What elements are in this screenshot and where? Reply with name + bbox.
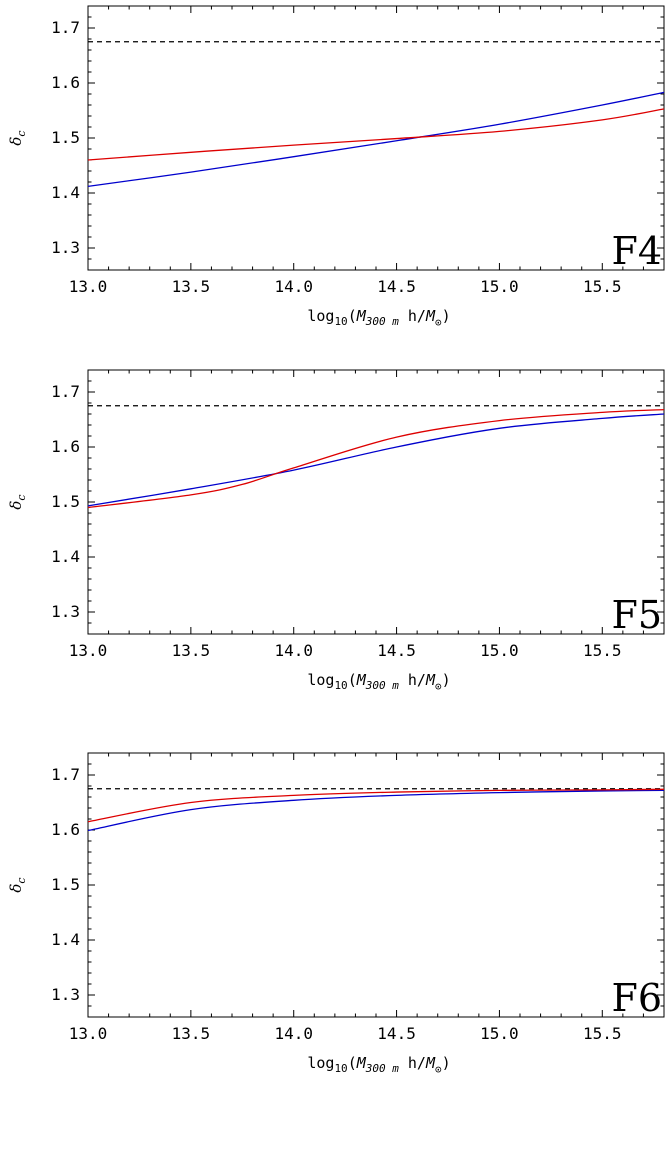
series-line-2 [87,408,665,509]
x-tick-label: 14.0 [274,641,313,660]
y-axis-label-sub: c [15,130,28,136]
x-tick-label: 15.5 [583,1024,622,1043]
plot-frame [87,5,665,271]
x-tick-label: 13.5 [172,641,211,660]
x-tick-label: 14.5 [377,641,416,660]
y-tick-label: 1.3 [51,602,80,621]
chart-panel-1: 13.0 13.5 14.0 14.5 15.0 15.5 1.3 1.4 1.5 1.6 1.7 F… [7,5,665,329]
panel-tag: F6 [611,976,662,1020]
y-axis-label-main: δ [7,884,25,893]
x-label-sub-base: 10 [334,315,347,328]
y-axis-label: δc [7,494,28,509]
y-tick-label: 1.5 [51,492,80,511]
y-axis-label-sub: c [15,494,28,500]
x-tick-label: 15.5 [583,641,622,660]
x-axis-label: log10(M300 m h/M⊙) [307,307,450,329]
series-line-2 [87,788,665,823]
x-tick-label: 14.5 [377,1024,416,1043]
x-label-mass-sun: M [425,671,436,689]
x-tick-label: 13.5 [172,277,211,296]
x-tick-label: 14.0 [274,277,313,296]
x-label-paren-open: ( [348,671,357,689]
x-label-sun-symbol: ⊙ [435,316,442,329]
y-axis-label-main: δ [7,501,25,510]
y-tick-label: 1.3 [51,238,80,257]
x-label-sun-symbol: ⊙ [435,680,442,693]
x-label-mass-sun: M [425,307,436,325]
x-tick-label: 15.0 [480,277,519,296]
x-label-h-over: h/ [399,307,426,325]
series-line-2 [87,108,665,161]
y-axis-label: δc [7,877,28,892]
x-axis-label: log10(M300 m h/M⊙) [307,671,450,693]
y-axis-label-main: δ [7,137,25,146]
y-tick-label: 1.7 [51,18,80,37]
x-label-log: log [307,671,334,689]
y-tick-label: 1.6 [51,437,80,456]
chart-panel-3: 13.0 13.5 14.0 14.5 15.0 15.5 1.3 1.4 1.5 1.6 1.7 F… [7,752,665,1076]
y-tick-label: 1.4 [51,183,80,202]
x-label-paren-close: ) [442,671,451,689]
x-tick-label: 14.0 [274,1024,313,1043]
y-tick-label: 1.7 [51,765,80,784]
y-tick-label: 1.5 [51,128,80,147]
y-tick-label: 1.7 [51,382,80,401]
y-tick-label: 1.5 [51,875,80,894]
x-label-mass-sun: M [425,1054,436,1072]
x-tick-label: 13.0 [69,277,108,296]
plot-frame [87,369,665,635]
x-label-paren-close: ) [442,307,451,325]
x-label-mass: M [356,307,367,325]
x-tick-label: 13.0 [69,1024,108,1043]
y-axis-label: δc [7,130,28,145]
series-line-1 [87,789,665,832]
x-label-mass: M [356,671,367,689]
x-label-sub-300m: 300 m [365,1062,399,1075]
chart-panel-2: 13.0 13.5 14.0 14.5 15.0 15.5 1.3 1.4 1.5 1.6 1.7 F… [7,369,665,693]
x-tick-label: 13.5 [172,1024,211,1043]
panel-tag: F5 [611,593,662,637]
y-axis-label-sub: c [15,877,28,883]
x-label-mass: M [356,1054,367,1072]
x-label-paren-open: ( [348,307,357,325]
y-tick-label: 1.6 [51,820,80,839]
x-label-h-over: h/ [399,1054,426,1072]
x-tick-label: 15.0 [480,641,519,660]
x-label-sun-symbol: ⊙ [435,1063,442,1076]
y-tick-label: 1.6 [51,73,80,92]
x-tick-label: 15.0 [480,1024,519,1043]
y-tick-label: 1.3 [51,985,80,1004]
series-line-1 [87,91,665,188]
x-label-paren-close: ) [442,1054,451,1072]
y-tick-label: 1.4 [51,547,80,566]
x-label-log: log [307,1054,334,1072]
x-tick-label: 14.5 [377,277,416,296]
x-tick-label: 15.5 [583,277,622,296]
x-label-paren-open: ( [348,1054,357,1072]
x-axis-label: log10(M300 m h/M⊙) [307,1054,450,1076]
x-label-sub-300m: 300 m [365,315,399,328]
x-label-sub-base: 10 [334,679,347,692]
x-tick-label: 13.0 [69,641,108,660]
x-label-log: log [307,307,334,325]
x-label-sub-base: 10 [334,1062,347,1075]
panel-tag: F4 [611,229,662,273]
series-line-1 [87,413,665,507]
y-tick-label: 1.4 [51,930,80,949]
x-label-sub-300m: 300 m [365,679,399,692]
x-label-h-over: h/ [399,671,426,689]
